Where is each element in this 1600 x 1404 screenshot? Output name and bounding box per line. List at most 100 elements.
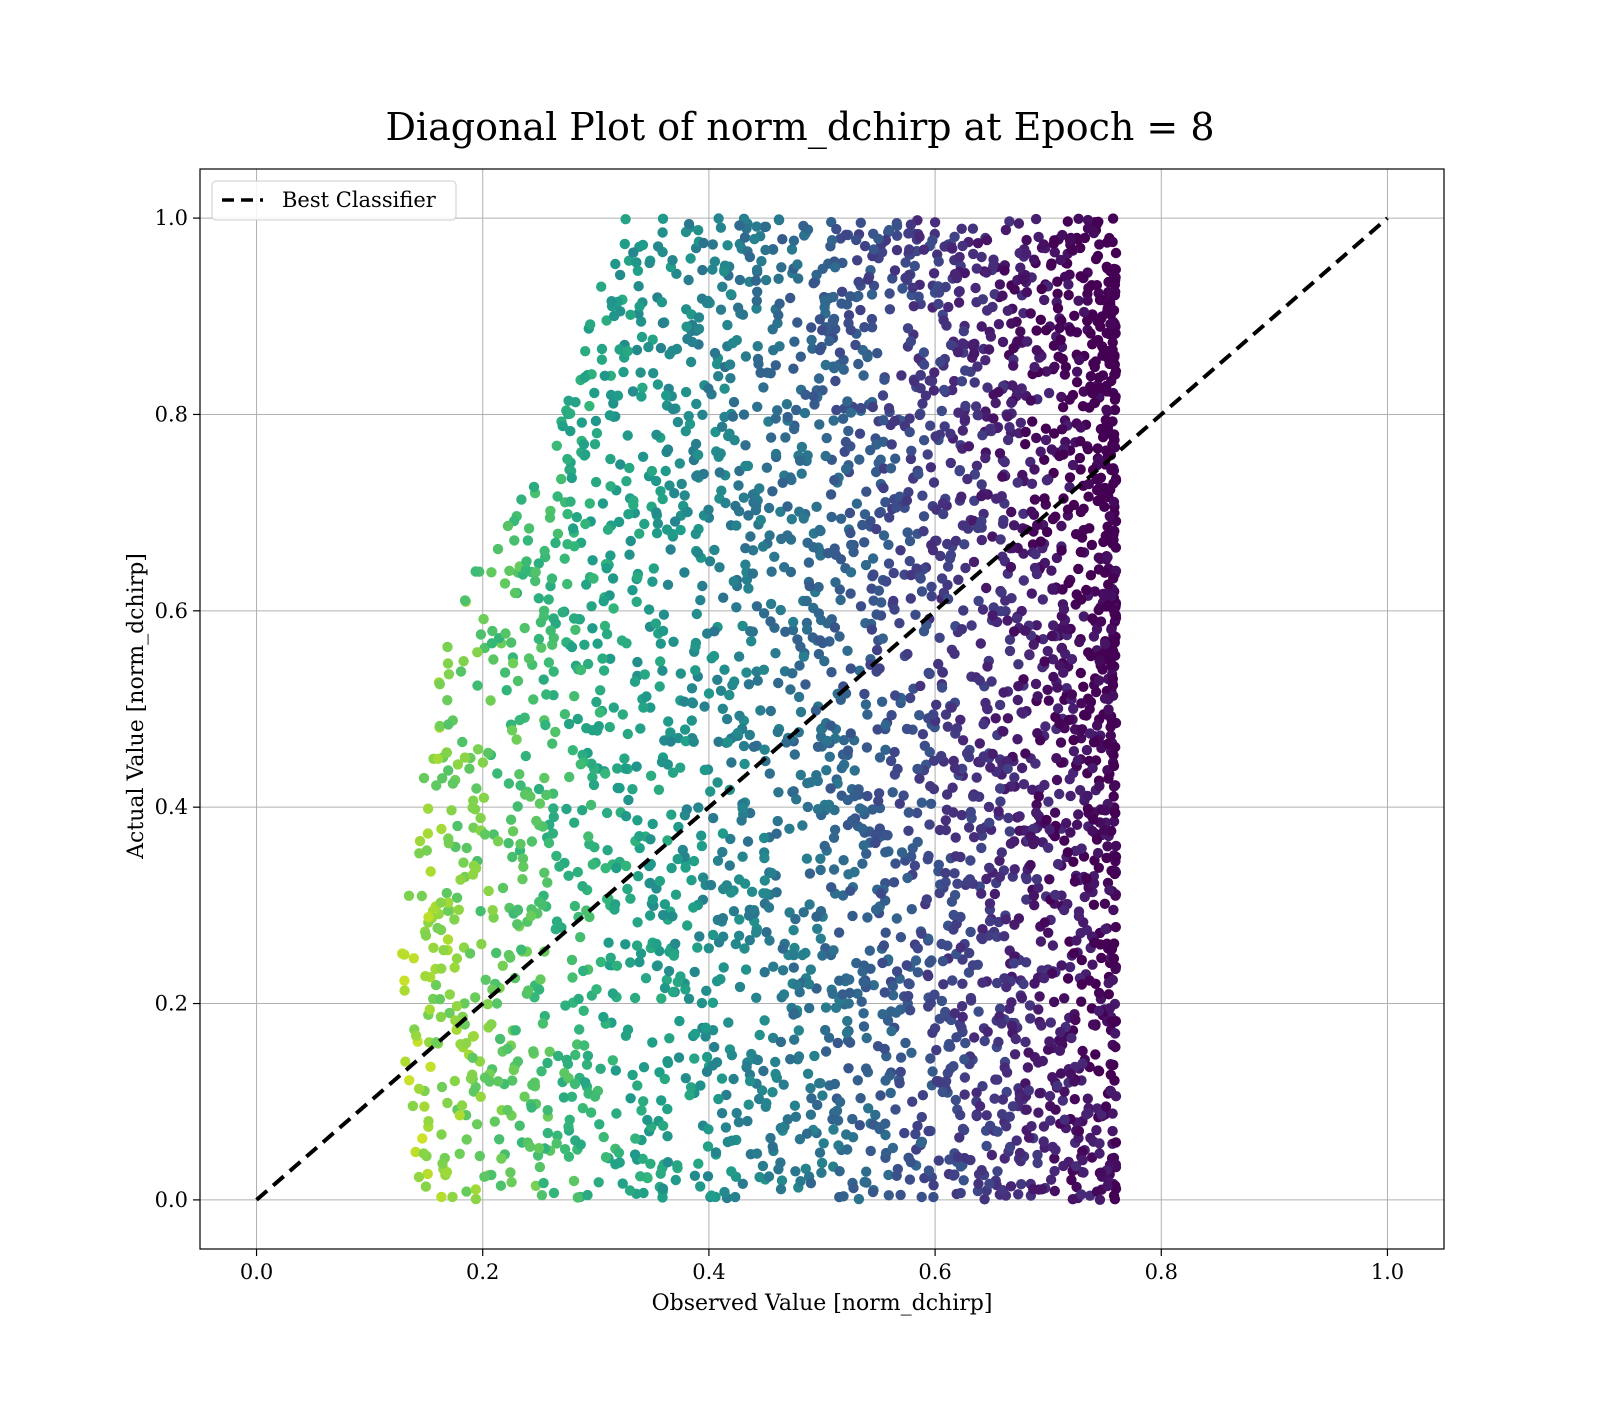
- scatter-point: [847, 910, 858, 922]
- scatter-point: [928, 268, 940, 279]
- scatter-point: [1085, 371, 1097, 382]
- scatter-point: [1023, 1132, 1035, 1143]
- scatter-point: [955, 1187, 966, 1199]
- scatter-point: [511, 734, 522, 745]
- scatter-point: [598, 1131, 609, 1143]
- scatter-point: [485, 695, 496, 706]
- scatter-point: [534, 798, 546, 809]
- scatter-point: [761, 927, 772, 938]
- scatter-point: [845, 663, 856, 674]
- scatter-point: [1008, 626, 1020, 637]
- scatter-point: [449, 1075, 460, 1087]
- scatter-point: [713, 1093, 724, 1105]
- scatter-point: [808, 542, 819, 553]
- scatter-point: [1108, 816, 1120, 827]
- scatter-point: [680, 426, 691, 437]
- scatter-point: [757, 1160, 769, 1172]
- scatter-point: [1006, 397, 1017, 408]
- scatter-point: [1084, 728, 1096, 739]
- scatter-point: [929, 367, 940, 378]
- scatter-point: [734, 981, 746, 993]
- scatter-point: [805, 777, 816, 788]
- scatter-point: [790, 979, 802, 990]
- scatter-point: [1107, 416, 1118, 427]
- scatter-point: [1088, 737, 1100, 748]
- scatter-point: [842, 396, 853, 407]
- scatter-point: [631, 344, 643, 356]
- legend-box: [211, 180, 457, 221]
- scatter-point: [527, 1079, 538, 1091]
- scatter-point: [808, 278, 819, 289]
- scatter-point: [655, 342, 667, 354]
- scatter-point: [838, 759, 850, 770]
- scatter-point: [923, 850, 934, 862]
- scatter-point: [653, 784, 665, 795]
- scatter-point: [543, 657, 555, 668]
- scatter-point: [870, 837, 881, 849]
- scatter-point: [657, 665, 668, 676]
- scatter-point: [948, 1061, 959, 1072]
- scatter-point: [801, 853, 813, 864]
- scatter-point: [679, 490, 690, 501]
- scatter-point: [937, 498, 949, 509]
- scatter-point: [774, 298, 785, 309]
- scatter-point: [689, 966, 700, 978]
- scatter-point: [1103, 704, 1114, 715]
- scatter-point: [1107, 538, 1118, 549]
- scatter-point: [560, 1000, 571, 1011]
- scatter-point: [695, 1080, 706, 1091]
- scatter-point: [657, 625, 669, 637]
- scatter-point: [707, 264, 718, 275]
- scatter-point: [775, 604, 786, 616]
- scatter-point: [985, 331, 997, 342]
- scatter-point: [1106, 660, 1117, 671]
- scatter-point: [904, 1174, 916, 1185]
- scatter-point: [1110, 366, 1122, 377]
- scatter-point: [1015, 326, 1026, 337]
- scatter-point: [623, 509, 634, 520]
- scatter-point: [537, 899, 548, 910]
- scatter-point: [1081, 744, 1093, 756]
- scatter-point: [904, 426, 915, 438]
- scatter-point: [593, 721, 604, 732]
- scatter-point: [777, 477, 788, 488]
- scatter-point: [579, 639, 590, 650]
- scatter-point: [1076, 996, 1087, 1007]
- scatter-point: [693, 802, 704, 813]
- scatter-point: [870, 829, 882, 841]
- scatter-point: [674, 1015, 685, 1027]
- scatter-point: [1108, 496, 1120, 508]
- scatter-point: [660, 465, 671, 477]
- scatter-point: [936, 682, 948, 693]
- scatter-point: [1008, 958, 1020, 969]
- scatter-point: [888, 567, 899, 579]
- scatter-point: [828, 291, 839, 303]
- scatter-point: [815, 853, 826, 864]
- scatter-point: [709, 544, 720, 556]
- scatter-point: [1107, 974, 1119, 986]
- scatter-point: [419, 1101, 430, 1112]
- scatter-point: [788, 363, 799, 374]
- scatter-point: [969, 469, 981, 480]
- scatter-point: [980, 355, 991, 366]
- scatter-point: [824, 751, 835, 762]
- scatter-point: [937, 667, 948, 678]
- scatter-point: [627, 1069, 638, 1081]
- scatter-point: [952, 1151, 963, 1163]
- scatter-point: [975, 638, 986, 649]
- scatter-point: [814, 344, 826, 356]
- scatter-point: [834, 347, 846, 358]
- scatter-point: [1078, 681, 1089, 692]
- scatter-point: [880, 497, 891, 508]
- scatter-point: [980, 452, 991, 464]
- scatter-point: [1107, 348, 1118, 359]
- scatter-point: [924, 746, 935, 758]
- scatter-point: [1005, 1181, 1017, 1192]
- scatter-point: [924, 819, 935, 830]
- scatter-point: [811, 911, 822, 922]
- scatter-point: [1039, 779, 1050, 791]
- scatter-point: [1045, 1174, 1057, 1185]
- scatter-point: [1076, 979, 1088, 990]
- scatter-point: [482, 999, 493, 1010]
- scatter-point: [828, 945, 839, 956]
